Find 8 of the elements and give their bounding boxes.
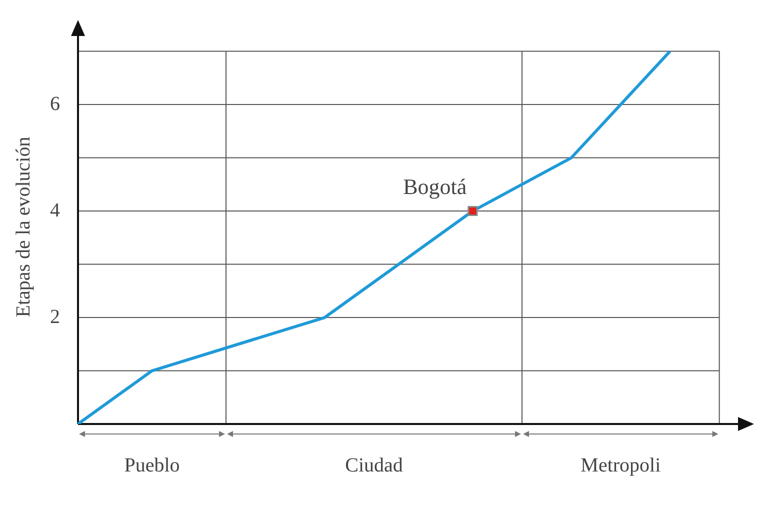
x-tick-label: Pueblo [124, 454, 180, 476]
y-axis-title: Etapas de la evolución [12, 136, 34, 318]
y-tick-label: 2 [50, 306, 60, 328]
x-tick-label: Metropoli [580, 454, 662, 476]
y-tick-label: 4 [50, 199, 60, 222]
x-tick-label: Ciudad [345, 454, 403, 476]
y-tick-label: 6 [50, 92, 60, 115]
annotation: Bogotá [403, 174, 467, 199]
